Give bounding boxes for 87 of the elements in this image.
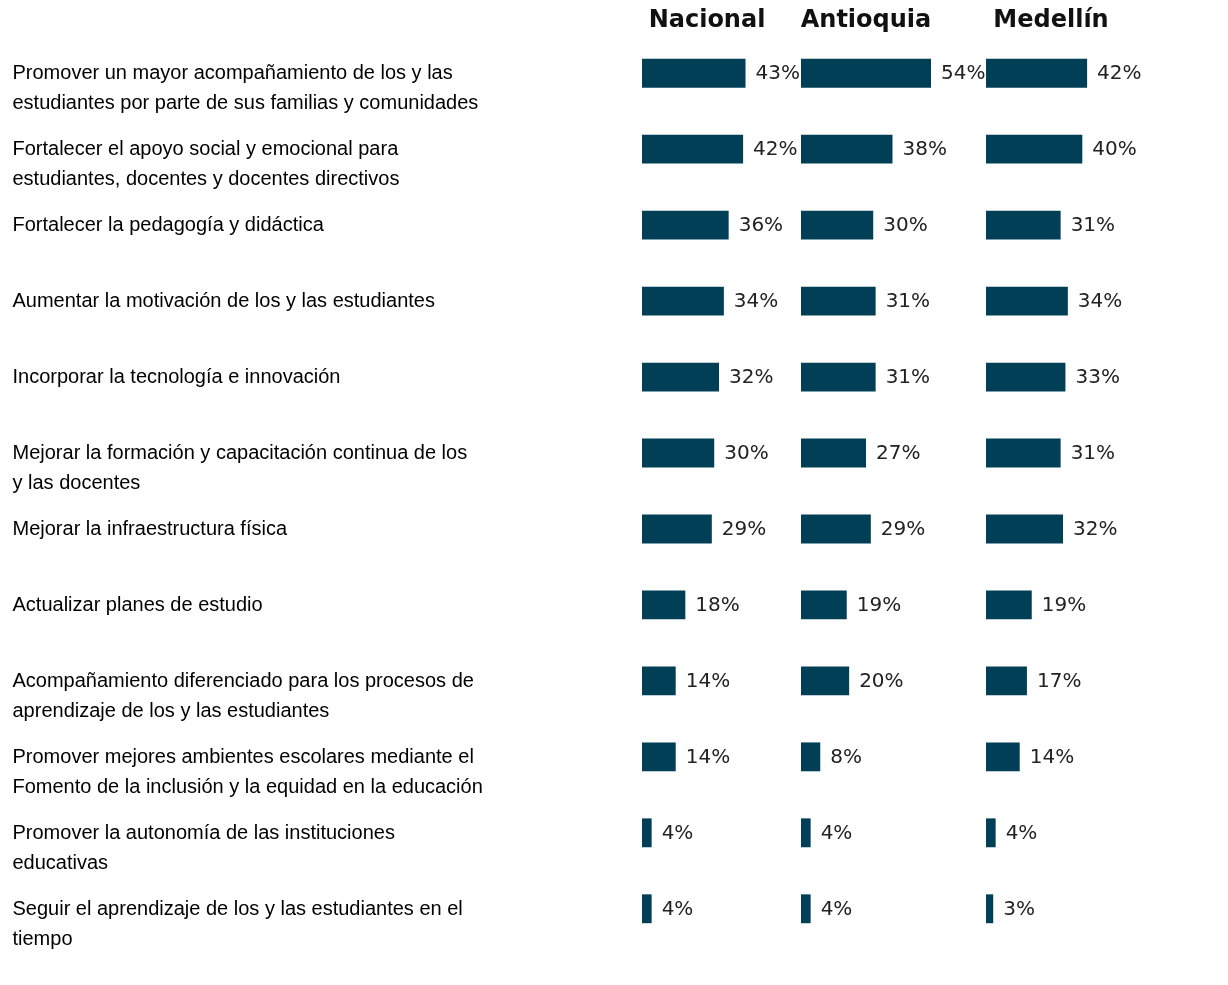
data-label: 30%	[724, 440, 769, 465]
bar	[986, 58, 1088, 88]
data-label: 31%	[885, 288, 931, 313]
y-tick-label: Seguir el aprendizaje de los y las estudiantes en el tiempo	[12, 896, 463, 949]
bar	[642, 666, 676, 696]
chart-title: Medellín	[993, 5, 1109, 33]
bar	[801, 362, 876, 392]
data-label: 4%	[820, 895, 853, 920]
bar	[801, 666, 850, 696]
bar	[801, 590, 847, 620]
data-label: 14%	[685, 743, 731, 768]
chart-title: Antioquia	[800, 5, 932, 33]
data-label: 36%	[738, 212, 784, 237]
y-tick-label: Promover la autonomía de las instituciones educativas	[12, 820, 395, 873]
data-label: 33%	[1075, 364, 1120, 389]
data-label: 34%	[1077, 288, 1123, 313]
data-label: 18%	[695, 591, 740, 616]
y-tick-label: Fortalecer la pedagogía y didáctica	[12, 213, 325, 236]
y-tick-label: Incorporar la tecnología e innovación	[12, 365, 341, 388]
bar	[986, 210, 1061, 240]
y-tick-label: Fortalecer el apoyo social y emocional para estudiantes, docentes y docentes directivos	[12, 137, 400, 190]
data-label: 32%	[1073, 515, 1118, 540]
data-label: 30%	[883, 212, 928, 237]
bar	[642, 58, 746, 88]
data-label: 42%	[1097, 60, 1142, 85]
data-label: 27%	[876, 440, 921, 465]
data-label: 4%	[661, 819, 694, 844]
data-label: 14%	[1029, 743, 1075, 768]
data-label: 31%	[885, 364, 931, 389]
bar	[801, 438, 866, 468]
data-label: 42%	[753, 136, 798, 161]
bar	[642, 818, 652, 848]
bar	[801, 134, 893, 164]
bar	[801, 742, 821, 772]
data-label: 40%	[1092, 136, 1137, 161]
data-label: 4%	[1005, 819, 1038, 844]
y-tick-label: Mejorar la infraestructura física	[12, 516, 288, 539]
data-label: 8%	[830, 743, 862, 768]
data-label: 34%	[733, 288, 779, 313]
bar	[642, 286, 724, 316]
data-label: 19%	[1041, 591, 1087, 616]
bar	[986, 590, 1032, 620]
y-tick-label: Mejorar la formación y capacitación continua de los y las docentes	[12, 441, 468, 494]
data-label: 29%	[721, 515, 767, 540]
data-label: 20%	[859, 667, 904, 692]
bar	[642, 742, 676, 772]
bar	[801, 210, 874, 240]
data-label: 17%	[1036, 667, 1082, 692]
bar	[986, 438, 1061, 468]
data-label: 3%	[1003, 895, 1035, 920]
data-label: 4%	[661, 895, 694, 920]
bar	[801, 894, 811, 924]
data-label: 19%	[856, 591, 902, 616]
bar	[801, 58, 931, 88]
data-label: 38%	[902, 136, 947, 161]
y-tick-label: Promover un mayor acompañamiento de los y las estudiantes por parte de sus familias y comunidades	[12, 61, 479, 114]
bar	[642, 210, 729, 240]
y-tick-label: Aumentar la motivación de los y las estudiantes	[12, 289, 435, 312]
y-tick-label: Acompañamiento diferenciado para los procesos de aprendizaje de los y las estudiantes	[12, 668, 474, 721]
data-label: 14%	[685, 667, 731, 692]
y-tick-label: Actualizar planes de estudio	[12, 592, 263, 615]
data-label: 4%	[820, 819, 853, 844]
bar	[986, 514, 1064, 544]
bar	[986, 286, 1068, 316]
bar	[801, 514, 871, 544]
data-label: 31%	[1070, 212, 1116, 237]
data-label: 29%	[880, 515, 926, 540]
chart-title: Nacional	[648, 5, 766, 33]
bar	[986, 362, 1066, 392]
bar	[642, 438, 715, 468]
bar	[986, 134, 1083, 164]
bar	[986, 666, 1027, 696]
bar	[642, 514, 712, 544]
bar	[642, 362, 720, 392]
data-label: 54%	[941, 60, 986, 85]
data-label: 43%	[755, 60, 800, 85]
bar	[986, 818, 996, 848]
data-label: 32%	[729, 364, 774, 389]
bar	[986, 742, 1020, 772]
bar	[986, 894, 994, 924]
bar	[642, 894, 652, 924]
data-label: 31%	[1070, 440, 1116, 465]
bar	[801, 818, 811, 848]
bar	[801, 286, 876, 316]
bar	[642, 134, 744, 164]
bar	[642, 590, 686, 620]
y-tick-label: Promover mejores ambientes escolares mediante el Fomento de la inclusión y la equidad en la educación	[12, 744, 483, 797]
